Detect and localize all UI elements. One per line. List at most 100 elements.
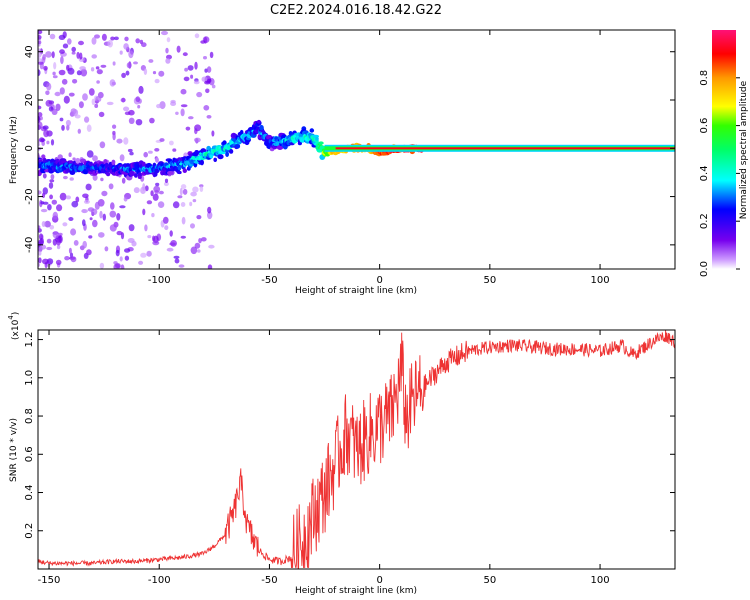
heatmap-cell bbox=[150, 190, 154, 197]
heatmap-cell bbox=[38, 262, 41, 268]
heatmap-cell bbox=[94, 103, 99, 108]
heatmap-cell bbox=[85, 183, 92, 191]
heatmap-cell bbox=[102, 213, 107, 221]
spectrogram-ytick-label: 0 bbox=[24, 145, 35, 151]
heatmap-cell bbox=[141, 42, 147, 48]
heatmap-cell bbox=[50, 174, 55, 180]
heatmap-cell bbox=[49, 179, 55, 183]
heatmap-cell bbox=[94, 201, 100, 210]
heatmap-cell bbox=[200, 159, 204, 166]
heatmap-cell bbox=[217, 154, 224, 160]
spectrogram-ytick-label: 20 bbox=[24, 94, 35, 107]
heatmap-cell bbox=[45, 99, 53, 107]
heatmap-cell bbox=[48, 182, 54, 189]
heatmap-cell bbox=[129, 151, 134, 156]
snr-multiplier: (x104) bbox=[7, 312, 21, 340]
heatmap-cell bbox=[46, 258, 54, 265]
heatmap-cell bbox=[71, 46, 76, 53]
heatmap-cell bbox=[52, 231, 59, 239]
heatmap-cell bbox=[133, 187, 140, 194]
heatmap-cell bbox=[41, 192, 46, 198]
heatmap-cell bbox=[54, 91, 61, 97]
heatmap-cell bbox=[101, 190, 108, 197]
heatmap-cell bbox=[104, 246, 109, 252]
heatmap-cell bbox=[167, 171, 174, 175]
heatmap-cell bbox=[158, 190, 164, 195]
heatmap-cell bbox=[204, 80, 211, 85]
heatmap-cell bbox=[185, 126, 191, 131]
heatmap-cell bbox=[196, 215, 202, 220]
heatmap-cell bbox=[161, 30, 168, 36]
heatmap-cell bbox=[146, 200, 153, 205]
snr-ytick-label: 1.2 bbox=[24, 332, 35, 348]
heatmap-cell bbox=[140, 252, 147, 258]
heatmap-cell bbox=[109, 224, 117, 232]
heatmap-cell bbox=[42, 125, 49, 130]
heatmap-cell bbox=[142, 208, 146, 216]
heatmap-cell bbox=[38, 40, 42, 45]
heatmap-cell bbox=[194, 61, 198, 70]
heatmap-cell bbox=[174, 258, 180, 264]
heatmap-cell bbox=[70, 256, 77, 263]
heatmap-cell bbox=[61, 124, 65, 131]
colorbar-label: Normalized spectral amplitude bbox=[739, 80, 749, 219]
snr-xlabel: Height of straight line (km) bbox=[295, 586, 417, 596]
heatmap-cell bbox=[61, 78, 68, 85]
heatmap-cell bbox=[177, 170, 182, 175]
heatmap-cell bbox=[38, 48, 41, 52]
heatmap-cell bbox=[152, 235, 155, 242]
heatmap-cell bbox=[138, 260, 144, 265]
heatmap-cell bbox=[38, 257, 42, 264]
heatmap-cell bbox=[124, 255, 130, 261]
heatmap-cell bbox=[190, 223, 195, 229]
heatmap-cell bbox=[165, 58, 171, 64]
heatmap-cell bbox=[49, 194, 53, 200]
heatmap-cell bbox=[94, 34, 100, 39]
heatmap-cell bbox=[170, 240, 178, 247]
heatmap-cell bbox=[38, 250, 42, 256]
heatmap-cell bbox=[38, 228, 42, 233]
heatmap-cell bbox=[84, 116, 90, 123]
heatmap-cell bbox=[180, 202, 186, 207]
spectrogram-xtick-label: 50 bbox=[483, 275, 496, 286]
heatmap-cell bbox=[228, 149, 234, 154]
heatmap-cell bbox=[152, 193, 159, 201]
heatmap-cell bbox=[194, 128, 198, 135]
snr-xtick-label: -100 bbox=[148, 575, 171, 586]
heatmap-cell bbox=[144, 224, 148, 232]
heatmap-cell bbox=[180, 104, 188, 108]
heatmap-cell bbox=[51, 108, 58, 116]
heatmap-cell bbox=[78, 40, 84, 46]
heatmap-cell bbox=[190, 74, 194, 79]
heatmap-cell bbox=[60, 56, 64, 65]
heatmap-cell bbox=[38, 30, 43, 35]
heatmap-cell bbox=[43, 65, 48, 71]
heatmap-cell bbox=[98, 232, 105, 238]
heatmap-cell bbox=[133, 61, 138, 65]
heatmap-cell bbox=[125, 70, 130, 76]
heatmap-cell bbox=[66, 64, 70, 71]
heatmap-cell bbox=[56, 238, 61, 246]
heatmap-cell bbox=[49, 33, 56, 40]
heatmap-cell bbox=[100, 177, 104, 182]
heatmap-cell bbox=[78, 101, 84, 109]
snr-ticks: -150 -100 -50 0 50 100 0.2 0.4 0.6 0.8 1.0 1.2 bbox=[24, 330, 675, 586]
heatmap-cell bbox=[115, 249, 120, 257]
heatmap-cell bbox=[201, 76, 208, 82]
heatmap-cell bbox=[38, 57, 42, 63]
heatmap-cell bbox=[207, 211, 213, 220]
heatmap-cell bbox=[123, 43, 129, 50]
heatmap-cell bbox=[116, 230, 123, 236]
heatmap-cell bbox=[169, 230, 173, 237]
heatmap-cell bbox=[129, 170, 135, 177]
heatmap-cell bbox=[90, 67, 95, 72]
heatmap-cell bbox=[124, 248, 131, 253]
heatmap-cell bbox=[52, 75, 58, 79]
heatmap-cell bbox=[113, 36, 119, 41]
heatmap-cell bbox=[128, 50, 134, 59]
heatmap-cell bbox=[98, 111, 105, 118]
heatmap-cell bbox=[83, 199, 90, 204]
heatmap-cell bbox=[203, 105, 210, 111]
heatmap-cell bbox=[59, 49, 65, 54]
heatmap-cell bbox=[211, 130, 215, 137]
